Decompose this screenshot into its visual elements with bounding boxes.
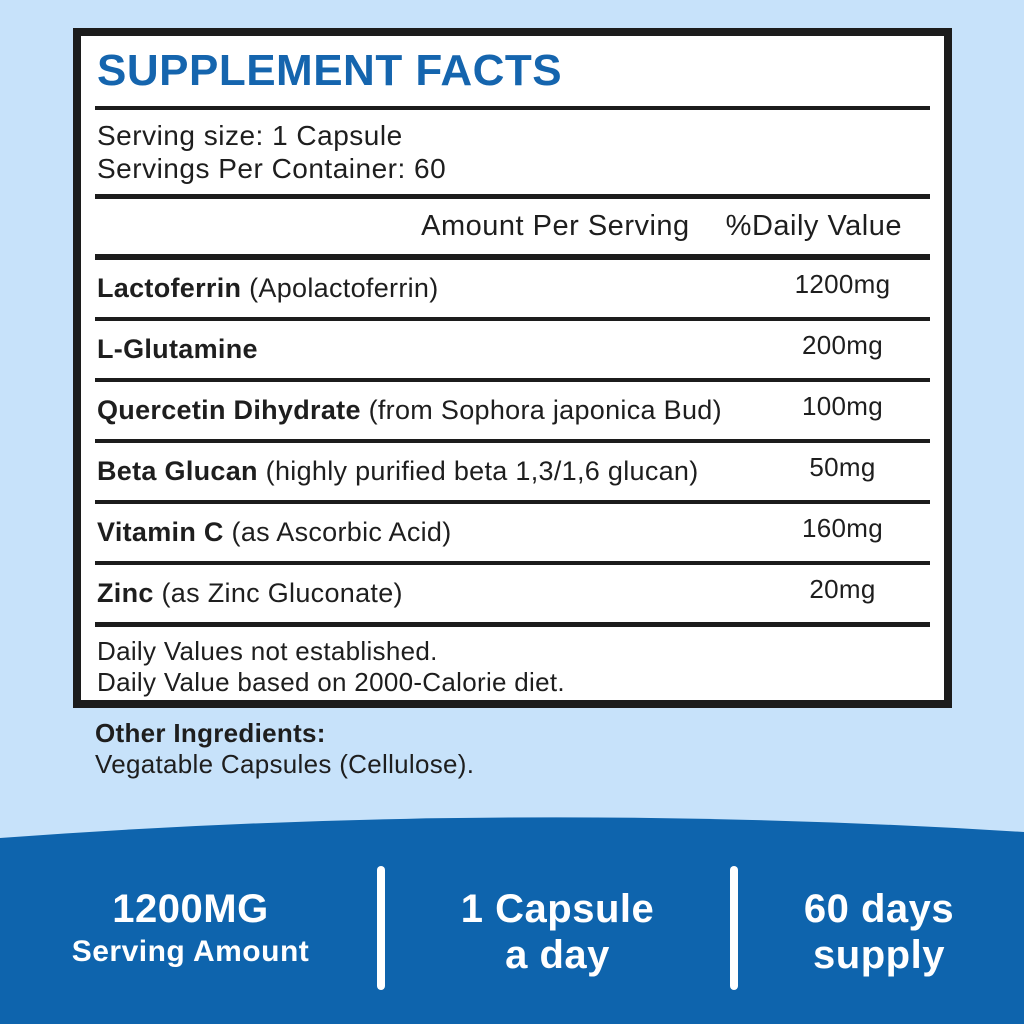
- banner-divider: [377, 866, 385, 990]
- footnotes: Daily Values not established. Daily Valu…: [95, 627, 930, 698]
- divider-under-serving: [95, 194, 930, 199]
- ingredient-detail: (Apolactoferrin): [249, 273, 439, 303]
- divider-under-headers: [95, 254, 930, 260]
- ingredient-row: Beta Glucan (highly purified beta 1,3/1,…: [95, 443, 930, 504]
- footnote-line: Daily Value based on 2000-Calorie diet.: [97, 667, 565, 697]
- ingredient-detail: (as Zinc Gluconate): [161, 578, 403, 608]
- stat-label: supply: [813, 933, 945, 977]
- ingredient-name: L-Glutamine: [97, 334, 258, 364]
- stat-label: Serving Amount: [71, 935, 310, 968]
- serving-info: Serving size: 1 Capsule Servings Per Con…: [95, 110, 930, 194]
- bottom-banner: 1200MG Serving Amount 1 Capsule a day 60…: [0, 810, 1024, 1024]
- ingredient-detail: (from Sophora japonica Bud): [368, 395, 722, 425]
- ingredient-name-cell: Beta Glucan (highly purified beta 1,3/1,…: [95, 456, 755, 487]
- ingredient-amount: 160mg: [802, 513, 883, 543]
- divider-under-title: [95, 106, 930, 110]
- footnote-line: Daily Values not established.: [97, 636, 438, 666]
- supplement-facts-panel: SUPPLEMENT FACTS Serving size: 1 Capsule…: [73, 28, 952, 708]
- banner-stat-serving-amount: 1200MG Serving Amount: [0, 886, 381, 972]
- panel-title: SUPPLEMENT FACTS: [97, 46, 563, 95]
- ingredient-row: Zinc (as Zinc Gluconate) 20mg: [95, 565, 930, 627]
- ingredient-row: Vitamin C (as Ascorbic Acid) 160mg: [95, 504, 930, 565]
- ingredient-name-cell: Zinc (as Zinc Gluconate): [95, 578, 755, 609]
- other-ingredients-label: Other Ingredients:: [95, 718, 326, 748]
- stat-value: 60 days: [803, 887, 955, 931]
- stat-label: a day: [505, 933, 610, 977]
- ingredient-name-cell: L-Glutamine: [95, 334, 755, 365]
- banner-stat-capsule-per-day: 1 Capsule a day: [381, 886, 734, 978]
- ingredient-name-cell: Lactoferrin (Apolactoferrin): [95, 273, 755, 304]
- serving-size: Serving size: 1 Capsule: [97, 120, 403, 151]
- ingredient-name-cell: Quercetin Dihydrate (from Sophora japoni…: [95, 395, 755, 426]
- stat-value: 1200MG: [112, 887, 269, 931]
- banner-curve-shape: [0, 817, 1024, 1024]
- ingredient-name: Beta Glucan: [97, 456, 258, 486]
- table-column-headers: Amount Per Serving %Daily Value: [95, 199, 930, 254]
- stat-value: 1 Capsule: [460, 887, 655, 931]
- ingredient-row: L-Glutamine 200mg: [95, 321, 930, 382]
- ingredient-amount: 50mg: [809, 452, 876, 482]
- banner-stat-days-supply: 60 days supply: [734, 886, 1024, 978]
- ingredient-row: Lactoferrin (Apolactoferrin) 1200mg: [95, 260, 930, 321]
- ingredient-detail: (highly purified beta 1,3/1,6 glucan): [265, 456, 699, 486]
- ingredient-amount: 1200mg: [794, 269, 891, 299]
- ingredient-amount: 20mg: [809, 574, 876, 604]
- ingredient-detail: (as Ascorbic Acid): [231, 517, 452, 547]
- ingredient-name: Lactoferrin: [97, 273, 242, 303]
- ingredient-name: Quercetin Dihydrate: [97, 395, 361, 425]
- ingredient-amount: 100mg: [802, 391, 883, 421]
- ingredient-name: Vitamin C: [97, 517, 224, 547]
- ingredient-name-cell: Vitamin C (as Ascorbic Acid): [95, 517, 755, 548]
- ingredient-amount: 200mg: [802, 330, 883, 360]
- ingredient-row: Quercetin Dihydrate (from Sophora japoni…: [95, 382, 930, 443]
- banner-divider: [730, 866, 738, 990]
- other-ingredients-value: Vegatable Capsules (Cellulose).: [95, 749, 475, 779]
- column-header-daily-value: %Daily Value: [725, 210, 902, 242]
- servings-per-container: Servings Per Container: 60: [97, 153, 447, 184]
- other-ingredients: Other Ingredients: Vegatable Capsules (C…: [95, 718, 474, 780]
- column-header-amount: Amount Per Serving: [421, 210, 690, 242]
- ingredient-name: Zinc: [97, 578, 154, 608]
